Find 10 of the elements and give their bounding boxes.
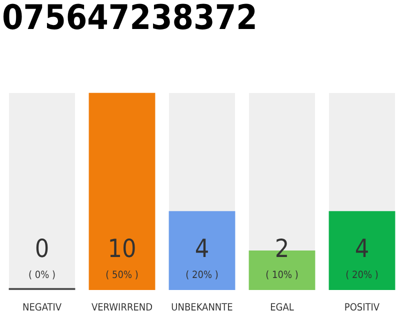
data-label: 10 ( 50% ) [106,234,138,281]
data-label: 0 ( 0% ) [28,234,56,281]
data-label: 4 ( 20% ) [346,234,378,281]
x-tick-label: UNBEKANNTE [171,302,234,314]
chart-title: 075647238372 [2,0,258,38]
x-tick-label: VERWIRREND [91,302,153,314]
x-tick-label: POSITIV [344,302,380,314]
data-label: 4 ( 20% ) [186,234,218,281]
x-tick-label: NEGATIV [22,302,62,314]
x-tick-label: EGAL [270,302,294,314]
